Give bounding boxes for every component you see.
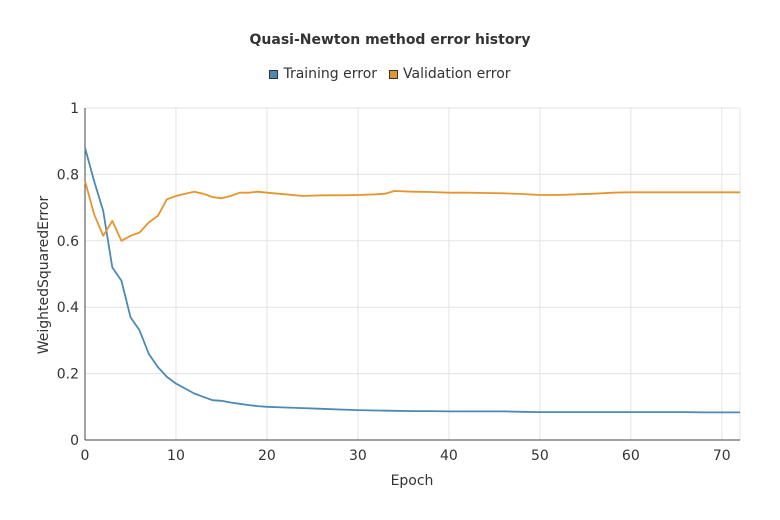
y-tick-label: 0.6 [57, 234, 79, 250]
x-tick-label: 50 [531, 448, 549, 464]
x-tick-label: 30 [349, 448, 367, 464]
y-tick-label: 0.8 [57, 167, 79, 183]
legend-item-training[interactable]: Training error [269, 66, 377, 82]
x-axis-title: Epoch [391, 473, 434, 489]
y-tick-label: 1 [70, 101, 79, 117]
x-tick-label: 20 [258, 448, 276, 464]
chart-title: Quasi-Newton method error history [249, 32, 531, 48]
y-tick-label: 0 [70, 433, 79, 449]
legend: Training error Validation error [0, 66, 780, 82]
legend-swatch-validation [389, 69, 399, 79]
legend-label-training: Training error [283, 66, 378, 82]
y-tick-label: 0.2 [57, 367, 79, 383]
legend-item-validation[interactable]: Validation error [389, 66, 511, 82]
x-tick-label: 60 [622, 448, 640, 464]
legend-swatch-training [269, 69, 279, 79]
legend-label-validation: Validation error [403, 66, 511, 82]
series-line-validation[interactable] [84, 180, 740, 242]
series-line-training[interactable] [84, 147, 740, 414]
y-axis-title: WeightedSquaredError [36, 195, 52, 354]
x-tick-label: 70 [713, 448, 731, 464]
y-tick-label: 0.4 [57, 300, 79, 316]
series-layer [84, 147, 740, 414]
x-tick-label: 0 [81, 448, 90, 464]
x-tick-label: 10 [167, 448, 185, 464]
grid [84, 107, 741, 441]
axes: 0 10 20 30 40 50 60 70 0 0.2 0.4 0.6 0.8 1 [57, 101, 740, 464]
x-tick-label: 40 [440, 448, 458, 464]
